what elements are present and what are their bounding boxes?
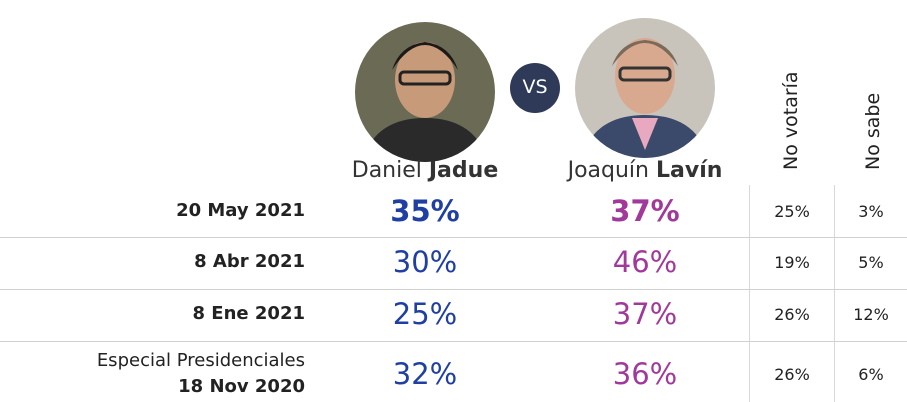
photo-lavin [575,18,715,158]
cell-value: 12% [853,305,889,325]
cell-value: 32% [392,357,458,392]
cell-value: 37% [610,194,680,229]
row-label: Especial Presidenciales [96,350,305,371]
divider [834,185,835,402]
candidate-name: Daniel Jadue [325,158,525,183]
last-name: Lavín [655,158,723,183]
cell-value: 37% [612,297,678,332]
column-header: No sabe [862,92,884,170]
cell-value: 25% [774,202,810,222]
row-line [0,237,907,238]
cell-value: 46% [612,245,678,280]
cell-value: 5% [858,253,884,273]
row-label: 8 Ene 2021 [192,303,305,324]
row-label: 18 Nov 2020 [178,376,305,397]
vs-badge [510,63,560,113]
vs-text: VS [522,76,548,98]
cell-value: 6% [858,365,884,385]
last-name: Jadue [428,158,499,183]
photo-jadue [355,22,495,162]
row-label: 8 Abr 2021 [194,251,305,272]
row-line [0,289,907,290]
column-header: No votaría [780,71,802,170]
cell-value: 35% [390,194,460,229]
row-line [0,341,907,342]
cell-value: 36% [612,357,678,392]
candidate-name: Joaquín Lavín [545,158,745,183]
cell-value: 3% [858,202,884,222]
first-name: Daniel [351,158,422,183]
cell-value: 26% [774,365,810,385]
row-label: 20 May 2021 [176,200,305,221]
first-name: Joaquín [567,158,649,183]
cell-value: 30% [392,245,458,280]
divider [749,185,750,402]
cell-value: 25% [392,297,458,332]
cell-value: 26% [774,305,810,325]
cell-value: 19% [774,253,810,273]
